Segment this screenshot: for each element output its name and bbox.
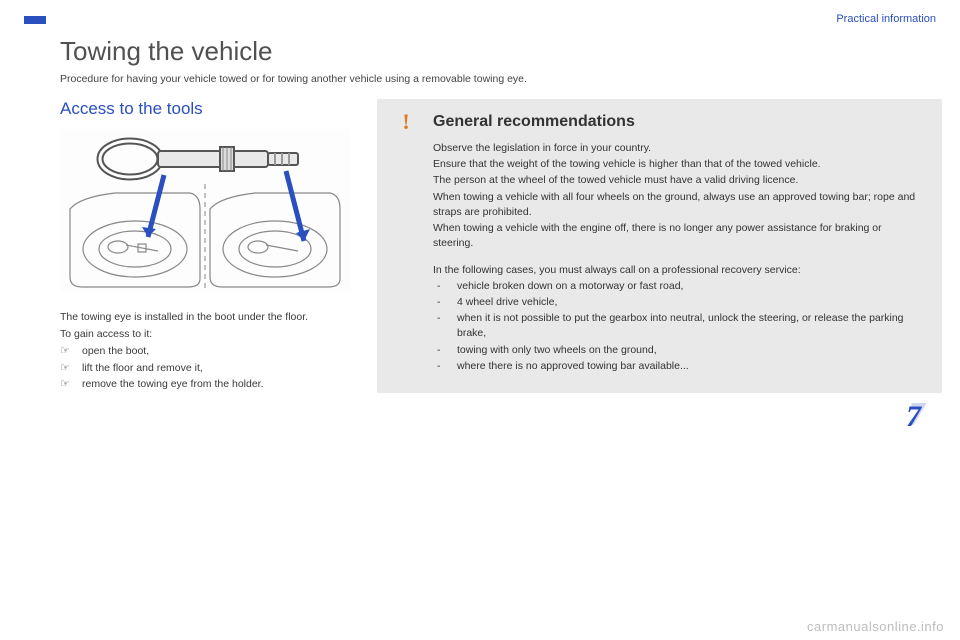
callout-list-item: towing with only two wheels on the groun… [433,343,924,358]
content-columns: Access to the tools [60,99,942,393]
footer: carmanualsonline.info [807,619,946,634]
callout-para: Observe the legislation in force in your… [433,141,924,156]
callout-list-item: 4 wheel drive vehicle, [433,295,924,310]
callout-header: ! General recommendations [395,111,924,133]
chapter-badge: 7 7 [906,400,942,436]
step-item: lift the floor and remove it, [60,361,355,376]
callout-list: vehicle broken down on a motorway or fas… [433,279,924,374]
page-title: Towing the vehicle [60,36,942,67]
section-label: Practical information [836,13,936,25]
chapter-number: 7 [906,400,921,434]
recommendations-callout: ! General recommendations Observe the le… [377,99,942,393]
access-steps: open the boot, lift the floor and remove… [60,344,355,392]
step-item: open the boot, [60,344,355,359]
page-subtitle: Procedure for having your vehicle towed … [60,73,942,85]
right-column: ! General recommendations Observe the le… [377,99,942,393]
callout-para: The person at the wheel of the towed veh… [433,173,924,188]
watermark: carmanualsonline.info [807,619,944,634]
left-body: The towing eye is installed in the boot … [60,310,355,392]
manual-page: Practical information Towing the vehicle… [0,0,960,640]
warning-icon: ! [395,111,417,133]
left-para1: The towing eye is installed in the boot … [60,310,355,325]
left-column: Access to the tools [60,99,355,393]
callout-list-item: vehicle broken down on a motorway or fas… [433,279,924,294]
callout-para: When towing a vehicle with the engine of… [433,221,924,251]
step-item: remove the towing eye from the holder. [60,377,355,392]
callout-list-item: where there is no approved towing bar av… [433,359,924,374]
callout-list-item: when it is not possible to put the gearb… [433,311,924,341]
callout-list-intro: In the following cases, you must always … [433,263,924,278]
access-tools-heading: Access to the tools [60,99,355,119]
callout-para: Ensure that the weight of the towing veh… [433,157,924,172]
callout-body: Observe the legislation in force in your… [395,141,924,374]
left-para2: To gain access to it: [60,327,355,342]
header-accent-bar [24,16,46,24]
towing-eye-illustration [60,129,350,291]
callout-para: When towing a vehicle with all four whee… [433,190,924,220]
callout-title: General recommendations [433,113,635,131]
